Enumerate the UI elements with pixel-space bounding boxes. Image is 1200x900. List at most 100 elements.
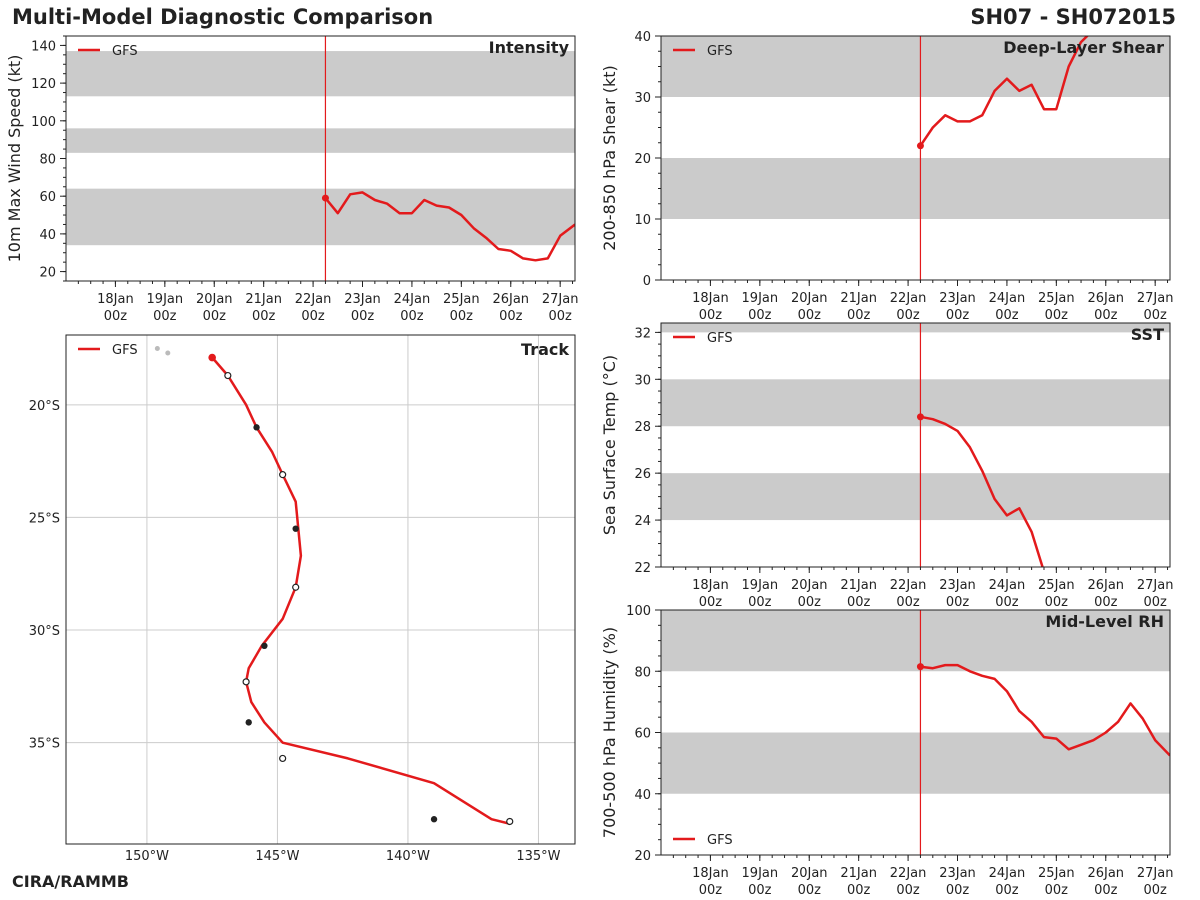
track-position-filled [292, 525, 299, 532]
rh-y-tick-label: 20 [634, 849, 651, 864]
rh-x-tick-label-time: 00z [1143, 883, 1167, 898]
intensity-x-tick-label-time: 00z [548, 309, 572, 324]
rh-y-tick-label: 80 [634, 665, 651, 680]
intensity-y-tick-label: 40 [39, 228, 56, 243]
page-title: Multi-Model Diagnostic Comparison [12, 5, 434, 29]
shear-x-tick-label: 18Jan [692, 291, 729, 306]
intensity-x-tick-label: 22Jan [295, 292, 332, 307]
shear-x-tick-label: 20Jan [791, 291, 828, 306]
intensity-x-tick-label-time: 00z [301, 309, 325, 324]
shear-x-tick-label-time: 00z [995, 308, 1019, 323]
sst-y-axis-title: Sea Surface Temp (°C) [600, 355, 619, 535]
intensity-band-0 [66, 188, 575, 246]
shear-x-tick-label-time: 00z [896, 308, 920, 323]
sst-x-tick-label: 23Jan [939, 578, 976, 593]
track-position-open [292, 583, 300, 591]
track-position-open [506, 817, 514, 826]
track-position-open [279, 754, 287, 763]
rh-x-tick-label-time: 00z [1094, 883, 1118, 898]
track-position-open [242, 678, 250, 686]
shear-x-tick-label: 23Jan [939, 291, 976, 306]
storm-id-label: SH07 - SH072015 [970, 5, 1176, 29]
shear-x-tick-label: 26Jan [1087, 291, 1124, 306]
intensity-x-tick-label: 25Jan [443, 292, 480, 307]
shear-x-tick-label: 25Jan [1038, 291, 1075, 306]
intensity-legend-label: GFS [112, 44, 138, 59]
sst-x-tick-label: 25Jan [1038, 578, 1075, 593]
sst-band-2 [661, 323, 1170, 333]
intensity-x-tick-label-time: 00z [252, 309, 276, 324]
intensity-y-tick-label: 120 [31, 77, 56, 92]
sst-x-tick-label-time: 00z [699, 595, 723, 610]
rh-x-tick-label: 21Jan [840, 866, 877, 881]
shear-x-tick-label-time: 00z [699, 308, 723, 323]
intensity-x-tick-label: 23Jan [344, 292, 381, 307]
sst-x-tick-label-time: 00z [798, 595, 822, 610]
sst-band-0 [661, 473, 1170, 521]
intensity-x-tick-label-time: 00z [400, 309, 424, 324]
sst-y-tick-label: 28 [634, 420, 651, 435]
track-prior-point [165, 350, 171, 356]
rh-x-tick-label: 25Jan [1038, 866, 1075, 881]
sst-x-tick-label: 20Jan [791, 578, 828, 593]
rh-y-tick-label: 60 [634, 727, 651, 742]
rh-x-tick-label-time: 00z [946, 883, 970, 898]
shear-x-tick-label-time: 00z [1045, 308, 1069, 323]
sst-y-tick-label: 24 [634, 514, 651, 529]
sst-x-tick-label-time: 00z [1045, 595, 1069, 610]
shear-y-tick-label: 30 [634, 91, 651, 106]
shear-x-tick-label-time: 00z [748, 308, 772, 323]
track-y-tick-label: 25°S [29, 511, 60, 526]
track-series-line [211, 356, 511, 825]
track-legend-label: GFS [112, 343, 138, 358]
shear-y-tick-label: 40 [634, 30, 651, 45]
intensity-x-tick-label: 24Jan [394, 292, 431, 307]
intensity-frame [65, 35, 576, 282]
shear-x-tick-label: 24Jan [989, 291, 1026, 306]
credit-label: CIRA/RAMMB [12, 872, 129, 891]
rh-x-tick-label-time: 00z [699, 883, 723, 898]
shear-x-tick-label: 27Jan [1137, 291, 1174, 306]
rh-x-tick-label-time: 00z [995, 883, 1019, 898]
shear-x-tick-label-time: 00z [847, 308, 871, 323]
intensity-x-tick-label: 21Jan [245, 292, 282, 307]
track-x-tick-label: 145°W [255, 849, 299, 864]
rh-y-tick-label: 40 [634, 788, 651, 803]
rh-x-tick-label: 22Jan [890, 866, 927, 881]
track-position-open [224, 371, 232, 380]
shear-x-tick-label-time: 00z [1143, 308, 1167, 323]
rh-x-tick-label-time: 00z [1045, 883, 1069, 898]
sst-panel-title: SST [1131, 325, 1164, 344]
track-frame [65, 334, 576, 845]
shear-series-line [919, 36, 1089, 147]
intensity-chart: 18Jan 00z 19Jan 00z 20Jan 00z 21Jan 00z 22Jan 00z… [5, 35, 578, 324]
shear-x-tick-label-time: 00z [946, 308, 970, 323]
track-y-tick-label: 20°S [29, 399, 60, 414]
shear-y-tick-label: 20 [634, 152, 651, 167]
shear-y-tick-label: 0 [643, 274, 651, 289]
shear-band-1 [661, 36, 1170, 97]
rh-band-0 [661, 732, 1170, 794]
rh-x-tick-label: 24Jan [989, 866, 1026, 881]
rh-panel-title: Mid-Level RH [1045, 612, 1164, 631]
intensity-y-tick-label: 20 [39, 266, 56, 281]
intensity-x-tick-label-time: 00z [203, 309, 227, 324]
rh-x-tick-label: 18Jan [692, 866, 729, 881]
sst-series-line [920, 415, 1044, 567]
intensity-x-tick-label: 18Jan [97, 292, 134, 307]
sst-x-tick-label: 27Jan [1137, 578, 1174, 593]
sst-y-tick-label: 22 [634, 561, 651, 576]
intensity-band-1 [66, 128, 575, 153]
intensity-x-tick-label-time: 00z [499, 309, 523, 324]
sst-x-tick-label: 22Jan [890, 578, 927, 593]
sst-x-tick-label: 26Jan [1087, 578, 1124, 593]
intensity-panel-title: Intensity [489, 38, 570, 57]
sst-x-tick-label: 24Jan [989, 578, 1026, 593]
intensity-series-line [324, 191, 575, 262]
rh-series-line [920, 663, 1170, 757]
track-x-tick-label: 150°W [125, 849, 169, 864]
rh-x-tick-label: 26Jan [1087, 866, 1124, 881]
rh-band-1 [661, 610, 1170, 672]
sst-x-tick-label: 18Jan [692, 578, 729, 593]
